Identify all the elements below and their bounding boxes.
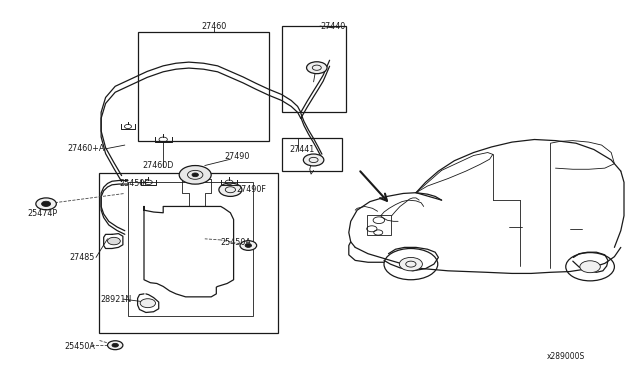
Bar — [367, 215, 391, 235]
Circle shape — [36, 198, 56, 210]
Text: 25450F: 25450F — [119, 179, 149, 187]
Text: 27460D: 27460D — [142, 161, 173, 170]
Circle shape — [192, 173, 198, 177]
Circle shape — [240, 241, 257, 250]
Circle shape — [219, 183, 242, 196]
Text: 25474P: 25474P — [27, 209, 57, 218]
Circle shape — [42, 201, 51, 206]
Bar — [138, 32, 269, 141]
Circle shape — [112, 343, 118, 347]
Circle shape — [140, 299, 156, 308]
Circle shape — [108, 341, 123, 350]
Bar — [99, 173, 278, 333]
Text: 27490: 27490 — [224, 153, 250, 161]
Bar — [282, 26, 346, 112]
Text: 27441: 27441 — [289, 145, 314, 154]
Text: 27485: 27485 — [69, 253, 95, 262]
Circle shape — [108, 237, 120, 245]
Bar — [282, 138, 342, 171]
Text: 27460+A: 27460+A — [67, 144, 104, 153]
Circle shape — [245, 244, 252, 247]
Text: 27440: 27440 — [320, 22, 346, 31]
Circle shape — [399, 257, 422, 271]
Bar — [128, 182, 253, 316]
Circle shape — [580, 261, 600, 273]
Circle shape — [307, 62, 327, 74]
Text: 28921N: 28921N — [100, 295, 132, 304]
Text: 27490F: 27490F — [237, 185, 267, 194]
Text: 25450A: 25450A — [221, 238, 252, 247]
Circle shape — [179, 166, 211, 184]
Circle shape — [303, 154, 324, 166]
Text: x289000S: x289000S — [547, 352, 586, 361]
Text: 27460: 27460 — [202, 22, 227, 31]
Text: 25450A: 25450A — [64, 342, 95, 351]
